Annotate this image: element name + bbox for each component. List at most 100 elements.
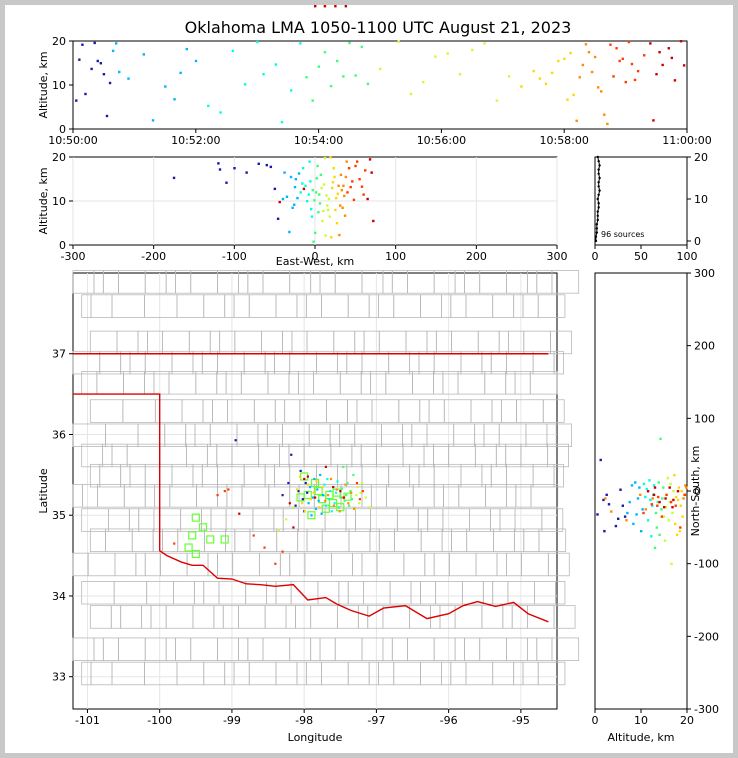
lightning-source-point <box>238 512 241 515</box>
ew-altitude-point <box>318 193 321 196</box>
time-altitude-point <box>354 74 357 77</box>
altitude-ns-point <box>656 504 659 507</box>
lightning-source-point <box>290 453 293 456</box>
ew-altitude-point <box>302 187 306 191</box>
plan-view-panel: -101 -100 -99 -98 -97 -96 -95 33 34 35 36 37 Latitu… <box>37 270 580 744</box>
lightning-source-point <box>223 490 226 493</box>
altitude-ns-point <box>668 486 671 489</box>
time-altitude-point <box>397 40 400 43</box>
lightning-source-point <box>324 465 328 468</box>
altns-ytick-label: 0 <box>694 485 701 498</box>
altitude-ns-point <box>684 484 687 487</box>
time-altitude-point <box>673 79 677 82</box>
lightning-source-point <box>329 477 333 481</box>
time-altitude-point <box>658 51 661 54</box>
histogram-axes <box>594 156 688 246</box>
ew-altitude-point <box>218 168 222 171</box>
histogram-point <box>597 172 600 175</box>
ew-altitude-point <box>328 215 331 218</box>
map-xtick-label: -95 <box>512 714 530 727</box>
time-altitude-point <box>550 71 554 75</box>
lightning-source-point <box>332 504 335 507</box>
time-altitude-point <box>667 47 670 50</box>
ew-altitude-point <box>172 176 176 180</box>
altitude-ns-point <box>641 508 644 511</box>
ew-altitude-point <box>283 171 286 174</box>
ew-altitude-point <box>334 5 337 8</box>
ew-altitude-point <box>341 206 344 209</box>
ew-altitude-point <box>281 197 285 201</box>
time-altitude-point <box>127 77 130 80</box>
time-altitude-point <box>569 51 572 55</box>
county-outline <box>530 484 559 508</box>
time-altitude-point <box>323 51 327 54</box>
lightning-source-point <box>281 550 284 553</box>
time-altitude-point <box>142 53 146 56</box>
altitude-ns-point <box>674 495 678 499</box>
histogram-point <box>596 210 599 213</box>
altitude-ns-point <box>676 498 680 502</box>
ew-altitude-point <box>314 191 318 194</box>
time-altitude-point <box>618 59 621 63</box>
histogram-point <box>597 185 600 188</box>
time-altitude-point <box>317 65 320 68</box>
altns-ytick-label: 200 <box>694 340 715 353</box>
time-altitude-point <box>185 47 188 51</box>
ew-altitude-point <box>269 165 273 169</box>
ew-altitude-point <box>329 156 332 159</box>
hist-xtick-label: 0 <box>592 250 599 263</box>
ew-altitude-point <box>330 186 334 190</box>
ew-altitude-point <box>301 167 305 170</box>
histogram-point <box>597 181 600 184</box>
lightning-source-point <box>347 502 350 505</box>
altitude-ns-point <box>663 539 667 542</box>
altitude-ns-point <box>644 508 647 511</box>
ew-altitude-point <box>333 175 336 179</box>
lightning-source-point <box>306 475 309 478</box>
altitude-ns-point <box>669 500 673 504</box>
map-ytick-label: 34 <box>52 590 66 603</box>
time-altitude-point <box>108 81 112 85</box>
lightning-source-point <box>350 491 353 494</box>
ew-altitude-point <box>355 160 359 163</box>
county-outline <box>551 270 580 294</box>
lightning-source-point <box>294 504 297 507</box>
altitude-ns-point <box>664 505 668 509</box>
time-altitude-point <box>342 75 345 78</box>
histogram-point <box>598 164 601 167</box>
county-outline <box>547 443 569 468</box>
altitude-ns-point <box>642 482 646 486</box>
map-xtick-label: -101 <box>75 714 100 727</box>
lightning-source-point <box>287 481 290 485</box>
ew-altitude-point <box>318 202 322 205</box>
ew-xtick-label: 0 <box>312 250 319 263</box>
histogram-point <box>597 206 600 209</box>
ew-ytick-label: 0 <box>59 239 66 252</box>
altitude-ns-point <box>623 515 627 518</box>
lightning-source-point <box>353 507 356 510</box>
altitude-ns-point <box>685 486 688 489</box>
time-altitude-point <box>587 51 591 54</box>
lightning-source-point <box>320 512 323 515</box>
altitude-ns-point <box>625 519 628 522</box>
time-xtick-label: 10:50:00 <box>48 134 97 147</box>
map-ytick-label: 33 <box>52 671 66 684</box>
ew-altitude-point <box>320 186 323 190</box>
ew-altitude-point <box>265 163 268 167</box>
lightning-source-point <box>350 498 354 501</box>
altitude-ns-point <box>634 481 637 484</box>
altitude-ns-point <box>602 498 605 502</box>
lightning-source-point <box>274 562 277 565</box>
altitude-ns-point <box>658 533 661 536</box>
altitude-ns-point <box>650 535 653 538</box>
time-altitude-point <box>256 40 259 44</box>
ew-altitude-point <box>289 175 293 179</box>
ew-altitude-point <box>332 167 335 170</box>
time-altitude-point <box>99 62 103 65</box>
altitude-ns-point <box>605 493 608 497</box>
altitude-ns-point <box>651 497 654 500</box>
altitude-ns-point <box>604 497 607 500</box>
time-altitude-point <box>670 56 674 60</box>
ew-altitude-point <box>372 219 375 223</box>
altitude-ns-point <box>663 505 666 509</box>
